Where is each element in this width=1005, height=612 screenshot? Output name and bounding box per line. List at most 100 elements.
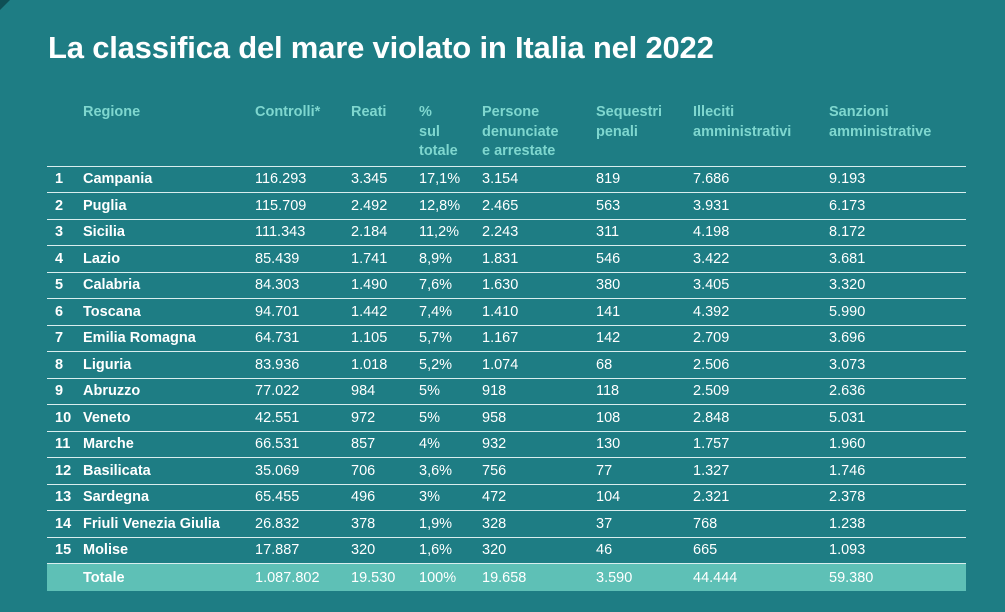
- cell-persone: 932: [480, 430, 594, 458]
- table-header-row: Regione Controlli* Reati % sul totale Pers…: [47, 100, 966, 166]
- cell-region: Lazio: [83, 245, 253, 272]
- cell-percentuale: 17,1%: [417, 165, 480, 193]
- cell-sequestri: 819: [594, 165, 691, 193]
- cell-percentuale: 8,9%: [417, 245, 480, 272]
- cell-sequestri: 311: [594, 218, 691, 246]
- cell-persone: 328: [480, 510, 594, 537]
- header-percentuale: % sul totale: [419, 104, 458, 159]
- cell-persone: 1.167: [480, 324, 594, 352]
- table-row: 10 Veneto 42.551 972 5% 958 108 2.848 5.031: [47, 404, 966, 431]
- cell-persone: 1.410: [480, 298, 594, 325]
- cell-reati: 706: [349, 457, 417, 484]
- cell-rank: 15: [47, 536, 83, 564]
- table-row: 8 Liguria 83.936 1.018 5,2% 1.074 68 2.506 3.073: [47, 351, 966, 378]
- cell-reati: 1.105: [349, 324, 417, 352]
- cell-rank: 5: [47, 271, 83, 299]
- cell-illeciti: 2.509: [691, 377, 827, 405]
- cell-percentuale: 1,9%: [417, 510, 480, 537]
- table-row: 3 Sicilia 111.343 2.184 11,2% 2.243 311 4.198 8.…: [47, 218, 966, 246]
- cell-controlli: 85.439: [253, 245, 349, 272]
- cell-region: Molise: [83, 536, 253, 564]
- cell-controlli: 64.731: [253, 324, 349, 352]
- cell-sequestri: 68: [594, 351, 691, 378]
- cell-illeciti: 7.686: [691, 165, 827, 193]
- total-cell-illeciti: 44.444: [691, 563, 827, 591]
- cell-sanzioni: 2.378: [827, 483, 966, 511]
- cell-region: Sicilia: [83, 218, 253, 246]
- cell-sequestri: 118: [594, 377, 691, 405]
- cell-region: Basilicata: [83, 457, 253, 484]
- cell-illeciti: 3.931: [691, 192, 827, 219]
- header-sanzioni: Sanzioni amministrative: [829, 104, 932, 140]
- cell-percentuale: 3,6%: [417, 457, 480, 484]
- cell-illeciti: 1.757: [691, 430, 827, 458]
- cell-sanzioni: 5.031: [827, 404, 966, 431]
- cell-illeciti: 3.405: [691, 271, 827, 299]
- cell-sequestri: 546: [594, 245, 691, 272]
- total-cell-controlli: 1.087.802: [253, 563, 349, 591]
- cell-rank: 11: [47, 430, 83, 458]
- cell-percentuale: 5,7%: [417, 324, 480, 352]
- header-regione: Regione: [83, 104, 141, 120]
- cell-sequestri: 104: [594, 483, 691, 511]
- ranking-table: Regione Controlli* Reati % sul totale Pers…: [47, 100, 966, 591]
- cell-controlli: 77.022: [253, 377, 349, 405]
- cell-reati: 1.490: [349, 271, 417, 299]
- cell-percentuale: 7,4%: [417, 298, 480, 325]
- cell-percentuale: 1,6%: [417, 536, 480, 564]
- cell-reati: 2.184: [349, 218, 417, 246]
- cell-controlli: 94.701: [253, 298, 349, 325]
- cell-illeciti: 2.506: [691, 351, 827, 378]
- cell-region: Calabria: [83, 271, 253, 299]
- header-controlli: Controlli*: [255, 104, 321, 120]
- cell-rank: 14: [47, 510, 83, 537]
- cell-reati: 984: [349, 377, 417, 405]
- cell-persone: 2.243: [480, 218, 594, 246]
- table-row: 1 Campania 116.293 3.345 17,1% 3.154 819 7.686 9…: [47, 165, 966, 193]
- cell-percentuale: 12,8%: [417, 192, 480, 219]
- cell-region: Liguria: [83, 351, 253, 378]
- cell-sanzioni: 6.173: [827, 192, 966, 219]
- cell-illeciti: 3.422: [691, 245, 827, 272]
- total-row: Totale 1.087.802 19.530 100% 19.658 3.590 44.4…: [47, 563, 966, 591]
- cell-sanzioni: 5.990: [827, 298, 966, 325]
- cell-controlli: 42.551: [253, 404, 349, 431]
- cell-sanzioni: 3.320: [827, 271, 966, 299]
- cell-illeciti: 2.321: [691, 483, 827, 511]
- cell-controlli: 116.293: [253, 165, 349, 193]
- total-cell-rank: [47, 563, 83, 591]
- cell-rank: 4: [47, 245, 83, 272]
- total-cell-reati: 19.530: [349, 563, 417, 591]
- cell-region: Veneto: [83, 404, 253, 431]
- table-row: 7 Emilia Romagna 64.731 1.105 5,7% 1.167 142 2.…: [47, 324, 966, 352]
- table-row: 14 Friuli Venezia Giulia 26.832 378 1,9% 328 3…: [47, 510, 966, 537]
- cell-controlli: 26.832: [253, 510, 349, 537]
- cell-illeciti: 2.709: [691, 324, 827, 352]
- cell-rank: 6: [47, 298, 83, 325]
- cell-persone: 1.831: [480, 245, 594, 272]
- cell-illeciti: 4.198: [691, 218, 827, 246]
- cell-region: Friuli Venezia Giulia: [83, 510, 253, 537]
- cell-sanzioni: 1.960: [827, 430, 966, 458]
- cell-reati: 2.492: [349, 192, 417, 219]
- cell-reati: 1.018: [349, 351, 417, 378]
- table-row: 11 Marche 66.531 857 4% 932 130 1.757 1.960: [47, 430, 966, 458]
- header-illeciti: Illeciti amministrativi: [693, 104, 792, 140]
- cell-persone: 918: [480, 377, 594, 405]
- cell-illeciti: 4.392: [691, 298, 827, 325]
- total-cell-sequestri: 3.590: [594, 563, 691, 591]
- cell-percentuale: 5,2%: [417, 351, 480, 378]
- cell-sanzioni: 3.696: [827, 324, 966, 352]
- cell-illeciti: 1.327: [691, 457, 827, 484]
- cell-rank: 1: [47, 165, 83, 193]
- cell-region: Puglia: [83, 192, 253, 219]
- cell-region: Abruzzo: [83, 377, 253, 405]
- cell-region: Sardegna: [83, 483, 253, 511]
- cell-sanzioni: 9.193: [827, 165, 966, 193]
- cell-sequestri: 142: [594, 324, 691, 352]
- cell-rank: 13: [47, 483, 83, 511]
- cell-sequestri: 108: [594, 404, 691, 431]
- cell-sequestri: 141: [594, 298, 691, 325]
- corner-decoration: [0, 0, 10, 10]
- cell-reati: 496: [349, 483, 417, 511]
